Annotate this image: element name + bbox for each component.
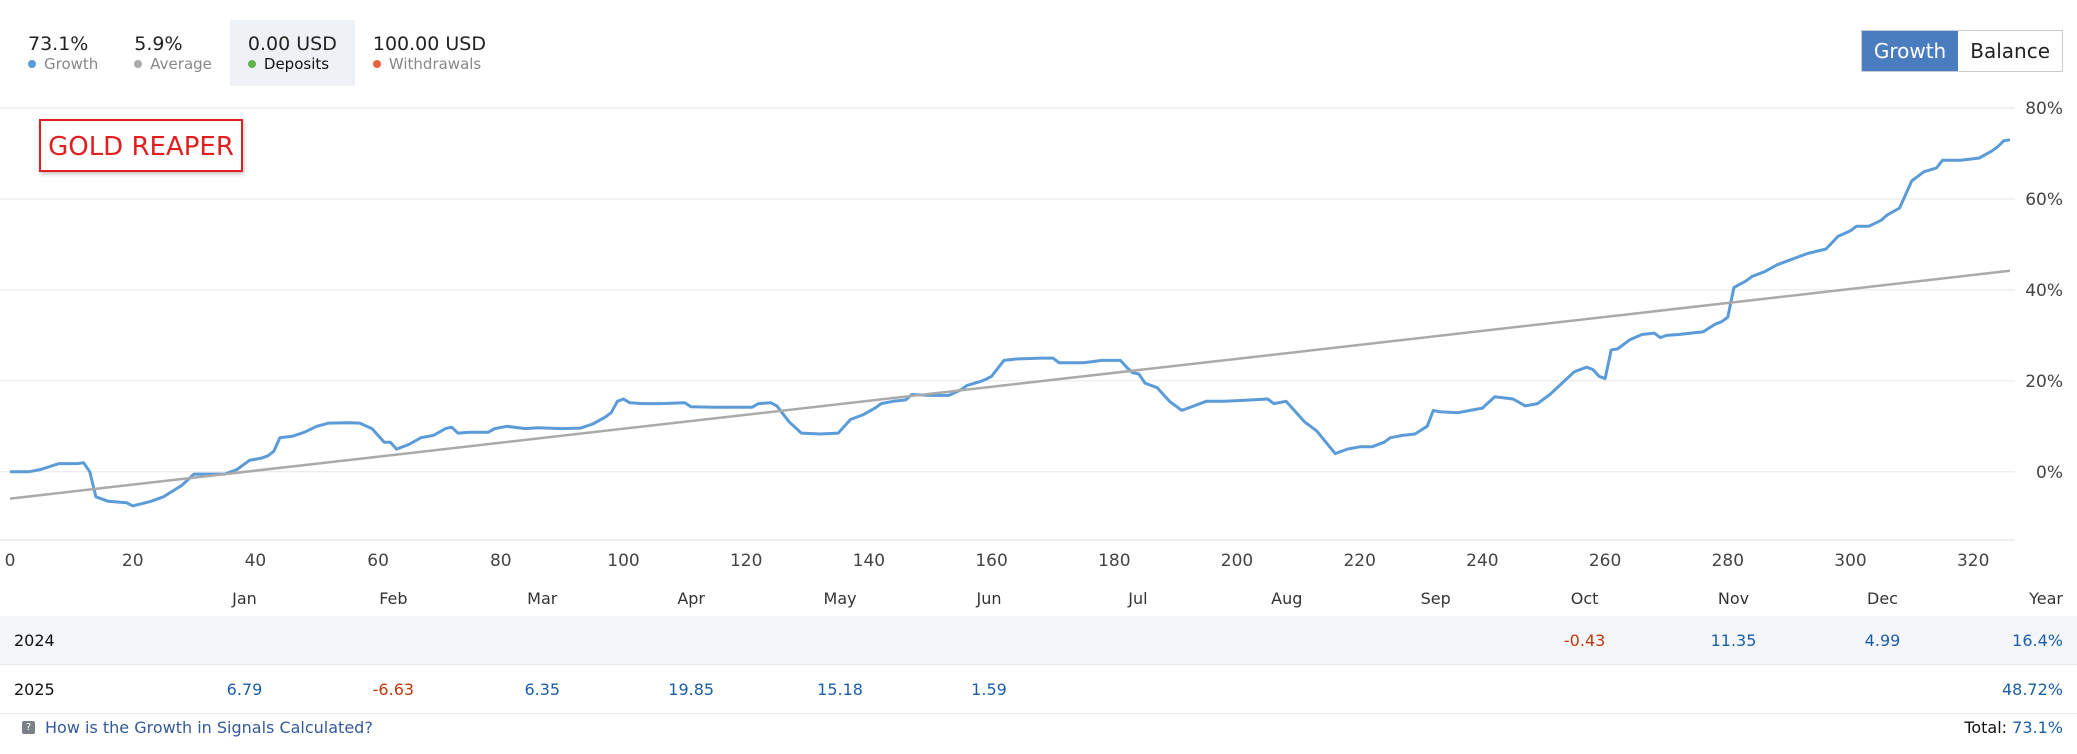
x-tick-label: 220 xyxy=(1343,551,1375,571)
month-header: Sep xyxy=(1420,588,1451,608)
month-return-cell[interactable]: 1.59 xyxy=(971,679,1007,699)
stat-value: 5.9% xyxy=(134,33,183,55)
month-return-cell xyxy=(1808,665,1957,714)
month-return-cell xyxy=(766,616,915,665)
stat-withdrawals[interactable]: 100.00 USD Withdrawals xyxy=(355,20,504,86)
month-header: Jan xyxy=(232,588,257,608)
stat-value: 73.1% xyxy=(28,33,89,55)
month-return-cell xyxy=(1212,616,1361,665)
gold-reaper-label: GOLD REAPER xyxy=(39,119,243,172)
stat-value: 0.00 USD xyxy=(247,33,337,55)
growth-button[interactable]: Growth xyxy=(1861,31,1959,71)
months-header: Jan Feb Mar Apr May Jun Jul Aug Sep Oct Nov Dec Year xyxy=(0,580,2077,616)
month-header: Aug xyxy=(1271,588,1303,608)
balance-button[interactable]: Balance xyxy=(1958,31,2062,71)
x-tick-label: 0 xyxy=(5,551,16,571)
stat-label: Withdrawals xyxy=(388,55,482,73)
month-header: Dec xyxy=(1867,588,1898,608)
total-label: Total: xyxy=(1964,718,2008,737)
y-tick-label: 20% xyxy=(2025,372,2063,392)
month-header: Nov xyxy=(1717,588,1750,608)
x-tick-label: 280 xyxy=(1712,551,1744,571)
growth-series-line xyxy=(10,138,2011,508)
table-row: 2025 6.79 -6.63 6.35 19.85 15.18 1.59 48.72% xyxy=(0,665,2077,714)
average-trend-line xyxy=(9,269,2011,500)
x-tick-label: 80 xyxy=(490,551,512,571)
stat-value: 100.00 USD xyxy=(372,33,486,55)
average-dot-icon xyxy=(134,60,143,68)
month-return-cell xyxy=(1063,665,1212,714)
month-return-cell xyxy=(1212,665,1361,714)
year-label: 2024 xyxy=(14,630,55,650)
x-tick-label: 300 xyxy=(1834,551,1866,571)
x-tick-label: 260 xyxy=(1589,551,1621,571)
chart-mode-toggle: Growth Balance xyxy=(1860,30,2063,72)
y-tick-label: 80% xyxy=(2025,100,2063,119)
month-header: Apr xyxy=(677,588,706,608)
month-header: Oct xyxy=(1570,588,1599,608)
month-return-cell xyxy=(1063,616,1212,665)
year-total-cell: 16.4% xyxy=(2012,630,2063,650)
year-label: 2025 xyxy=(14,679,55,699)
month-return-cell[interactable]: -6.63 xyxy=(372,679,415,699)
year-total-cell: 48.72% xyxy=(2001,679,2063,699)
stat-label: Growth xyxy=(44,55,99,73)
growth-chart: 80% 60% 40% 20% 0% 0 20 40 60 80 100 120 140 160 180 20… xyxy=(0,100,2063,571)
x-tick-label: 20 xyxy=(122,551,144,571)
month-header: Mar xyxy=(527,588,558,608)
month-return-cell xyxy=(617,616,766,665)
year-column-header: Year xyxy=(2029,588,2063,608)
month-header: May xyxy=(823,588,857,608)
table-row: 2024 -0.43 11.35 4.99 16.4% xyxy=(0,616,2077,665)
month-return-cell[interactable]: 4.99 xyxy=(1864,630,1901,650)
withdrawals-dot-icon xyxy=(372,60,381,68)
total-value: 73.1% xyxy=(2012,718,2063,737)
total-summary: Total: 73.1% xyxy=(1964,718,2063,737)
x-tick-label: 60 xyxy=(367,551,389,571)
stat-label: Average xyxy=(150,55,212,73)
month-return-cell xyxy=(319,616,468,665)
stat-average[interactable]: 5.9% Average xyxy=(116,20,230,86)
x-tick-label: 200 xyxy=(1221,551,1253,571)
month-return-cell[interactable]: 11.35 xyxy=(1710,630,1757,650)
help-link-text: How is the Growth in Signals Calculated? xyxy=(45,718,373,737)
x-tick-label: 40 xyxy=(245,551,267,571)
deposits-dot-icon xyxy=(247,60,256,68)
month-return-cell xyxy=(1659,665,1808,714)
month-header: Feb xyxy=(379,588,408,608)
x-tick-label: 160 xyxy=(975,551,1007,571)
month-return-cell[interactable]: -0.43 xyxy=(1563,630,1606,650)
month-header xyxy=(0,580,170,616)
y-tick-label: 40% xyxy=(2025,281,2063,301)
month-return-cell xyxy=(468,616,617,665)
month-header: Jun xyxy=(976,588,1002,608)
month-return-cell[interactable]: 6.79 xyxy=(226,679,263,699)
stat-label: Deposits xyxy=(263,55,330,73)
x-tick-label: 180 xyxy=(1098,551,1130,571)
help-icon: ? xyxy=(22,721,35,734)
growth-dot-icon xyxy=(28,60,36,68)
month-return-cell xyxy=(170,616,319,665)
x-tick-label: 140 xyxy=(853,551,885,571)
month-return-cell xyxy=(1510,665,1659,714)
growth-help-link[interactable]: ? How is the Growth in Signals Calculate… xyxy=(22,718,373,737)
month-return-cell xyxy=(1361,665,1510,714)
x-tick-label: 240 xyxy=(1466,551,1498,571)
monthly-returns-table: Jan Feb Mar Apr May Jun Jul Aug Sep Oct Nov Dec Year… xyxy=(0,580,2077,714)
x-tick-label: 120 xyxy=(730,551,762,571)
month-return-cell[interactable]: 19.85 xyxy=(668,679,715,699)
month-return-cell xyxy=(915,616,1064,665)
stat-growth[interactable]: 73.1% Growth xyxy=(10,20,116,86)
x-tick-label: 100 xyxy=(607,551,639,571)
y-tick-label: 0% xyxy=(2036,463,2063,483)
y-tick-label: 60% xyxy=(2025,190,2063,210)
month-return-cell[interactable]: 15.18 xyxy=(817,679,863,699)
month-return-cell xyxy=(1361,616,1510,665)
month-return-cell[interactable]: 6.35 xyxy=(524,679,561,699)
stats-bar: 73.1% Growth 5.9% Average 0.00 USD Depos… xyxy=(10,20,504,86)
month-header: Jul xyxy=(1128,588,1148,608)
stat-deposits[interactable]: 0.00 USD Deposits xyxy=(229,20,355,86)
x-tick-label: 320 xyxy=(1957,551,1989,571)
